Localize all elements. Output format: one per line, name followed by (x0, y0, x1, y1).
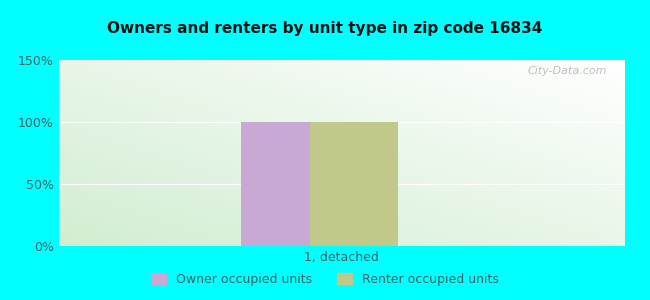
Legend: Owner occupied units, Renter occupied units: Owner occupied units, Renter occupied un… (146, 268, 504, 291)
Bar (310, 122, 398, 246)
Bar (241, 122, 328, 246)
Text: City-Data.com: City-Data.com (528, 66, 607, 76)
Text: Owners and renters by unit type in zip code 16834: Owners and renters by unit type in zip c… (107, 21, 543, 36)
